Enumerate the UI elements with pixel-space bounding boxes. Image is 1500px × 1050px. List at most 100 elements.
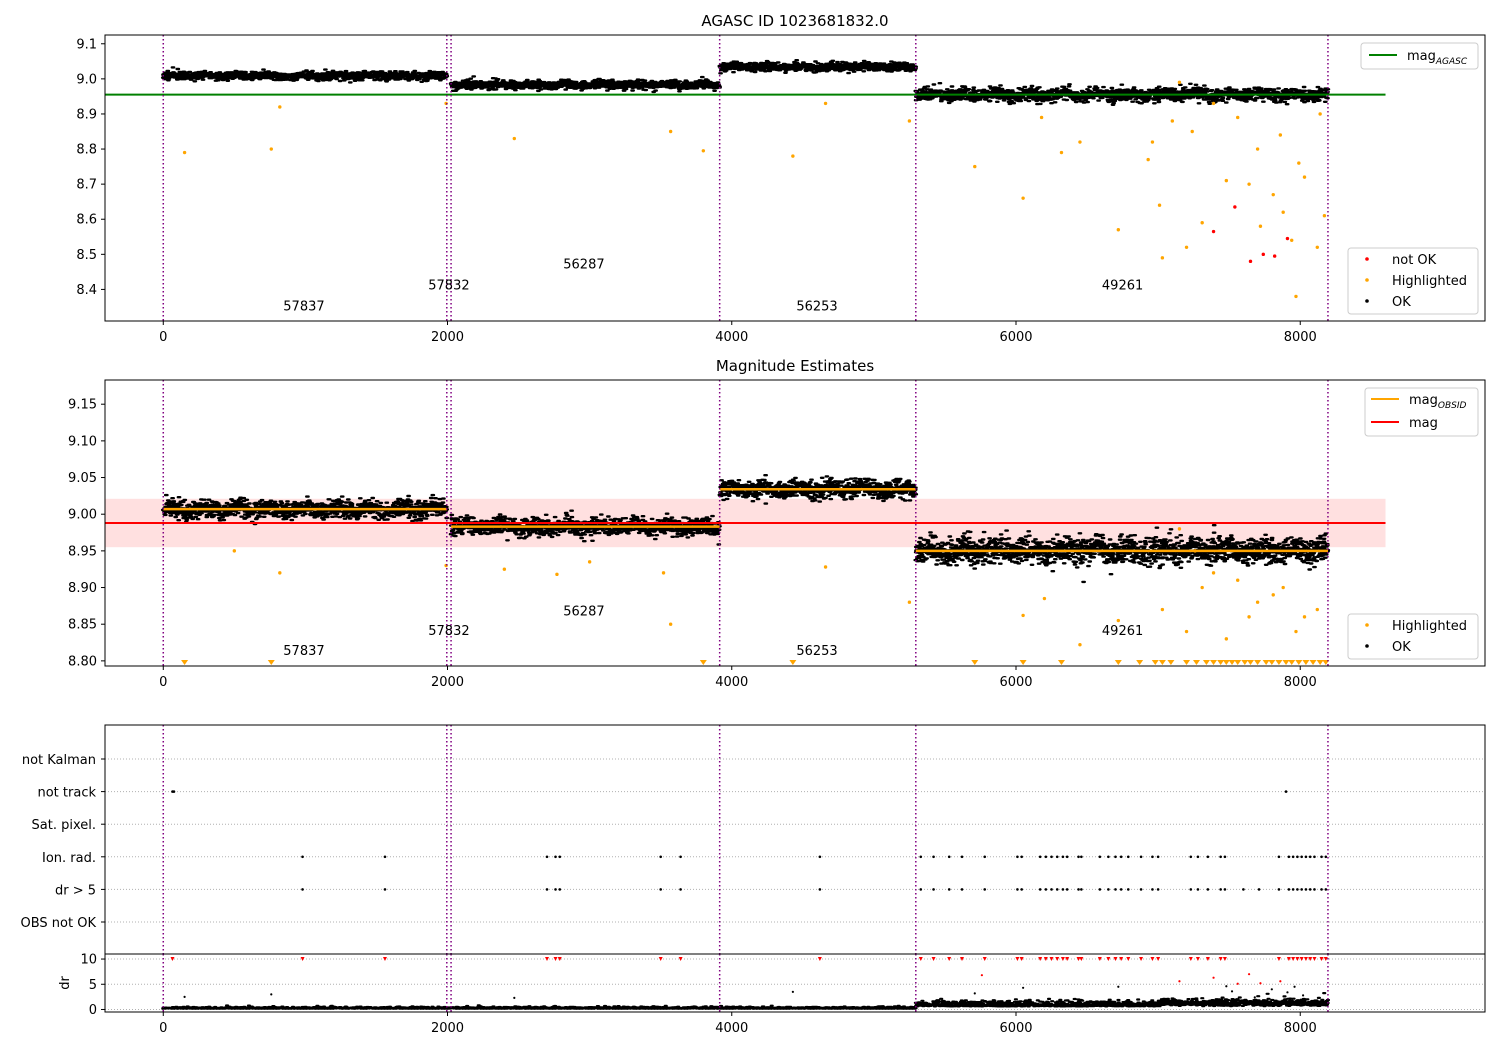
flags-panel: not Kalman not track Sat. pixel. Ion. rad. d…: [21, 724, 1486, 955]
flags-point: [1296, 888, 1299, 891]
estimates-x-tick-label: 2000: [431, 675, 464, 690]
agasc-not-ok-point: [1211, 229, 1216, 234]
dr-clipped-marker: [170, 957, 175, 962]
agasc-legend-upper: magAGASC: [1360, 42, 1479, 70]
flags-point: [301, 888, 304, 891]
agasc-highlighted-point: [269, 147, 273, 151]
estimates-highlighted-point: [1042, 596, 1047, 601]
flags-point: [1156, 888, 1160, 891]
flags-point: [960, 855, 964, 859]
dr-clipped-marker: [1150, 957, 1155, 962]
flags-point: [659, 855, 662, 859]
magnitude-estimates-panel: Magnitude Estimates 9.15 9.10 9.05 9.00 8.95…: [68, 357, 1486, 690]
dr-outlier-point: [1286, 991, 1289, 994]
dr-outlier-point: [1117, 985, 1120, 988]
estimates-clipped-marker: [1268, 660, 1276, 665]
estimates-highlighted-point: [1177, 527, 1182, 531]
dr-clipped-marker: [544, 957, 549, 962]
agasc-legend-not-ok: not OK: [1392, 253, 1437, 268]
dr-clipped-marker: [947, 957, 952, 962]
dr-clipped-marker: [1106, 957, 1111, 962]
flags-point: [1044, 855, 1048, 859]
estimates-clipped-marker: [1222, 660, 1230, 665]
flags-point: [545, 855, 549, 859]
estimates-clipped-marker: [181, 660, 189, 665]
flags-category-label: Sat. pixel.: [32, 818, 96, 833]
estimates-obsid-label: 57832: [428, 624, 469, 639]
agasc-obsid-label: 57837: [283, 299, 324, 314]
agasc-y-tick-label: 8.6: [76, 213, 97, 228]
dr-clipped-marker: [1139, 957, 1144, 962]
dr-y-tick-label: 0: [89, 1003, 97, 1018]
agasc-not-ok-point: [1285, 236, 1290, 241]
agasc-highlighted-point: [1184, 245, 1189, 250]
estimates-clipped-marker: [1019, 660, 1027, 665]
flags-point: [1308, 888, 1312, 891]
estimates-clipped-marker: [1262, 660, 1270, 665]
agasc-highlighted-point: [1247, 182, 1251, 186]
dr-clipped-marker: [1079, 957, 1084, 962]
agasc-highlighted-point: [1258, 224, 1263, 228]
agasc-magnitude-panel: AGASC ID 1023681832.0 9.1 9.0 8.9 8.8 8.7 8.6…: [76, 12, 1486, 345]
estimates-clipped-marker: [1167, 660, 1175, 665]
agasc-x-ticks: 0 2000 4000 6000 8000: [159, 321, 1317, 345]
flags-point: [1219, 888, 1222, 891]
estimates-clipped-marker: [1241, 660, 1249, 665]
flags-point: [554, 888, 557, 891]
agasc-y-tick-label: 8.4: [76, 283, 97, 298]
estimates-highlighted-point: [1184, 629, 1189, 634]
estimates-highlighted-point: [502, 567, 507, 571]
agasc-panel-title: AGASC ID 1023681832.0: [701, 12, 888, 30]
flags-point: [1098, 888, 1102, 891]
estimates-highlighted-point: [823, 565, 828, 569]
agasc-highlighted-point: [1315, 245, 1319, 250]
dr-clipped-marker: [1015, 957, 1020, 962]
estimates-y-tick-label: 9.15: [68, 398, 97, 413]
estimates-clipped-marker: [1234, 660, 1242, 665]
flags-point: [1126, 888, 1130, 891]
dr-outlier-point: [1247, 973, 1251, 976]
estimates-x-tick-label: 0: [159, 675, 167, 690]
agasc-highlighted-point: [512, 136, 517, 141]
flags-point: [1055, 888, 1059, 891]
flags-point: [1065, 888, 1069, 891]
flags-point: [1206, 888, 1210, 891]
estimates-x-tick-label: 4000: [715, 675, 748, 690]
dr-outlier-point: [1225, 985, 1228, 988]
dr-x-tick-label: 4000: [715, 1021, 748, 1036]
flags-point: [558, 888, 562, 891]
flags-point: [1114, 855, 1117, 859]
dr-outlier-point: [1279, 980, 1282, 983]
agasc-x-tick-label: 0: [159, 330, 167, 345]
flags-point: [1308, 855, 1312, 859]
flags-point: [1038, 855, 1042, 859]
estimates-highlighted-point: [1281, 585, 1285, 590]
agasc-highlighted-point: [1271, 192, 1275, 197]
flags-point: [1196, 855, 1200, 859]
dr-clipped-marker: [1205, 957, 1210, 962]
dr-clipped-marker: [1319, 957, 1324, 962]
flags-point: [558, 855, 562, 859]
flags-point: [1277, 888, 1281, 891]
agasc-highlighted-point: [1297, 161, 1301, 165]
flags-point: [679, 855, 682, 859]
agasc-highlighted-point: [1039, 115, 1044, 120]
flags-point: [1016, 888, 1019, 891]
dr-clipped-marker: [982, 957, 987, 962]
flags-point: [932, 855, 935, 859]
agasc-not-ok-point: [1272, 254, 1277, 258]
estimates-highlighted-point: [1294, 629, 1298, 634]
flags-point: [1016, 855, 1019, 859]
estimates-y-tick-label: 9.05: [68, 471, 97, 486]
flags-point: [1044, 888, 1048, 891]
dr-outlier-point: [1301, 994, 1305, 997]
dr-clipped-marker: [1065, 957, 1070, 962]
dr-y-ticks: 10 5 0: [80, 953, 105, 1018]
dr-x-tick-label: 0: [159, 1021, 167, 1036]
flags-point: [1320, 888, 1323, 891]
estimates-clipped-marker: [1057, 660, 1065, 665]
flags-point: [919, 888, 923, 891]
agasc-highlighted-point: [1160, 256, 1165, 260]
dr-clipped-marker: [557, 957, 562, 962]
flags-point: [1114, 888, 1117, 891]
